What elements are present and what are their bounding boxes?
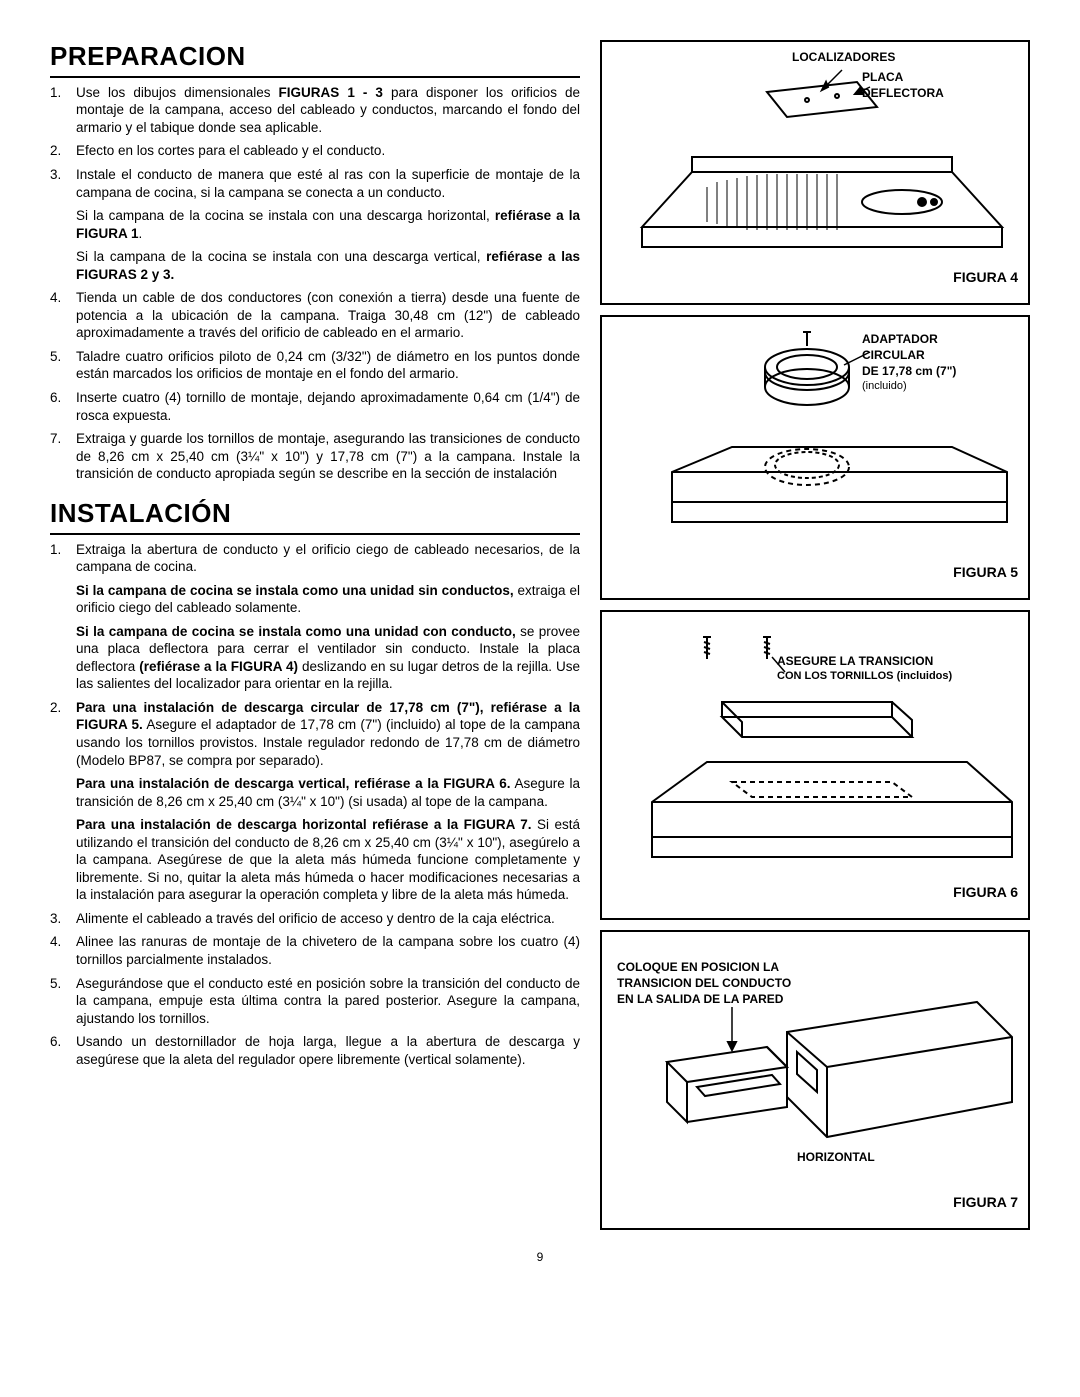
list-item: Extraiga y guarde los tornillos de monta…: [50, 430, 580, 483]
preparacion-heading: PREPARACION: [50, 40, 580, 78]
sub-paragraph: Si la campana de la cocina se instala co…: [76, 248, 580, 283]
list-item: Usando un destornillador de hoja larga, …: [50, 1033, 580, 1068]
preparacion-list: Use los dibujos dimensionales FIGURAS 1 …: [50, 84, 580, 483]
fig6-caption: FIGURA 6: [612, 883, 1018, 901]
figure-5: ADAPTADOR CIRCULAR DE 17,78 cm (7") (inc…: [600, 315, 1030, 600]
fig7-label-2: TRANSICION DEL CONDUCTO: [617, 976, 791, 990]
instalacion-list: Extraiga la abertura de conducto y el or…: [50, 541, 580, 1069]
list-item: Efecto en los cortes para el cableado y …: [50, 142, 580, 160]
figure-7: COLOQUE EN POSICION LA TRANSICION DEL CO…: [600, 930, 1030, 1230]
page-container: PREPARACION Use los dibujos dimensionale…: [50, 40, 1030, 1230]
list-item: Taladre cuatro orificios piloto de 0,24 …: [50, 348, 580, 383]
list-item: Alimente el cableado a través del orific…: [50, 910, 580, 928]
fig7-caption: FIGURA 7: [612, 1193, 1018, 1211]
fig4-label-deflectora: DEFLECTORA: [862, 86, 944, 100]
list-item: Extraiga la abertura de conducto y el or…: [50, 541, 580, 693]
fig5-label-included: (incluido): [862, 380, 907, 393]
sub-paragraph: Para una instalación de descarga horizon…: [76, 816, 580, 904]
list-item: Para una instalación de descarga circula…: [50, 699, 580, 904]
fig6-label-tornillos: CON LOS TORNILLOS (incluidos): [777, 670, 952, 683]
sub-paragraph: Si la campana de la cocina se instala co…: [76, 207, 580, 242]
sub-paragraph: Para una instalación de descarga vertica…: [76, 775, 580, 810]
fig5-caption: FIGURA 5: [612, 563, 1018, 581]
fig5-label-circular: CIRCULAR: [862, 348, 925, 362]
left-column: PREPARACION Use los dibujos dimensionale…: [50, 40, 580, 1230]
sub-paragraph: Si la campana de cocina se instala como …: [76, 623, 580, 693]
list-item: Alinee las ranuras de montaje de la chiv…: [50, 933, 580, 968]
page-number: 9: [50, 1250, 1030, 1266]
fig5-diagram: [612, 327, 1022, 557]
list-item: Tienda un cable de dos conductores (con …: [50, 289, 580, 342]
fig4-caption: FIGURA 4: [612, 268, 1018, 286]
figure-4: LOCALIZADORES PLACA DEFLECTORA: [600, 40, 1030, 305]
right-column: LOCALIZADORES PLACA DEFLECTORA: [600, 40, 1030, 1230]
fig7-label-1: COLOQUE EN POSICION LA: [617, 960, 779, 974]
fig5-label-adaptador: ADAPTADOR: [862, 332, 938, 346]
figure-6: ASEGURE LA TRANSICION CON LOS TORNILLOS …: [600, 610, 1030, 920]
fig4-label-localizadores: LOCALIZADORES: [792, 50, 895, 64]
list-item: Inserte cuatro (4) tornillo de montaje, …: [50, 389, 580, 424]
fig4-label-placa: PLACA: [862, 70, 903, 84]
list-item: Asegurándose que el conducto esté en pos…: [50, 975, 580, 1028]
fig7-label-horizontal: HORIZONTAL: [797, 1150, 875, 1164]
instalacion-heading: INSTALACIÓN: [50, 497, 580, 535]
fig7-label-3: EN LA SALIDA DE LA PARED: [617, 992, 783, 1006]
fig4-diagram: [612, 52, 1022, 262]
sub-paragraph: Si la campana de cocina se instala como …: [76, 582, 580, 617]
list-item: Use los dibujos dimensionales FIGURAS 1 …: [50, 84, 580, 137]
fig5-label-size: DE 17,78 cm (7"): [862, 364, 956, 378]
fig6-label-asegure: ASEGURE LA TRANSICION: [777, 654, 933, 668]
list-item: Instale el conducto de manera que esté a…: [50, 166, 580, 283]
